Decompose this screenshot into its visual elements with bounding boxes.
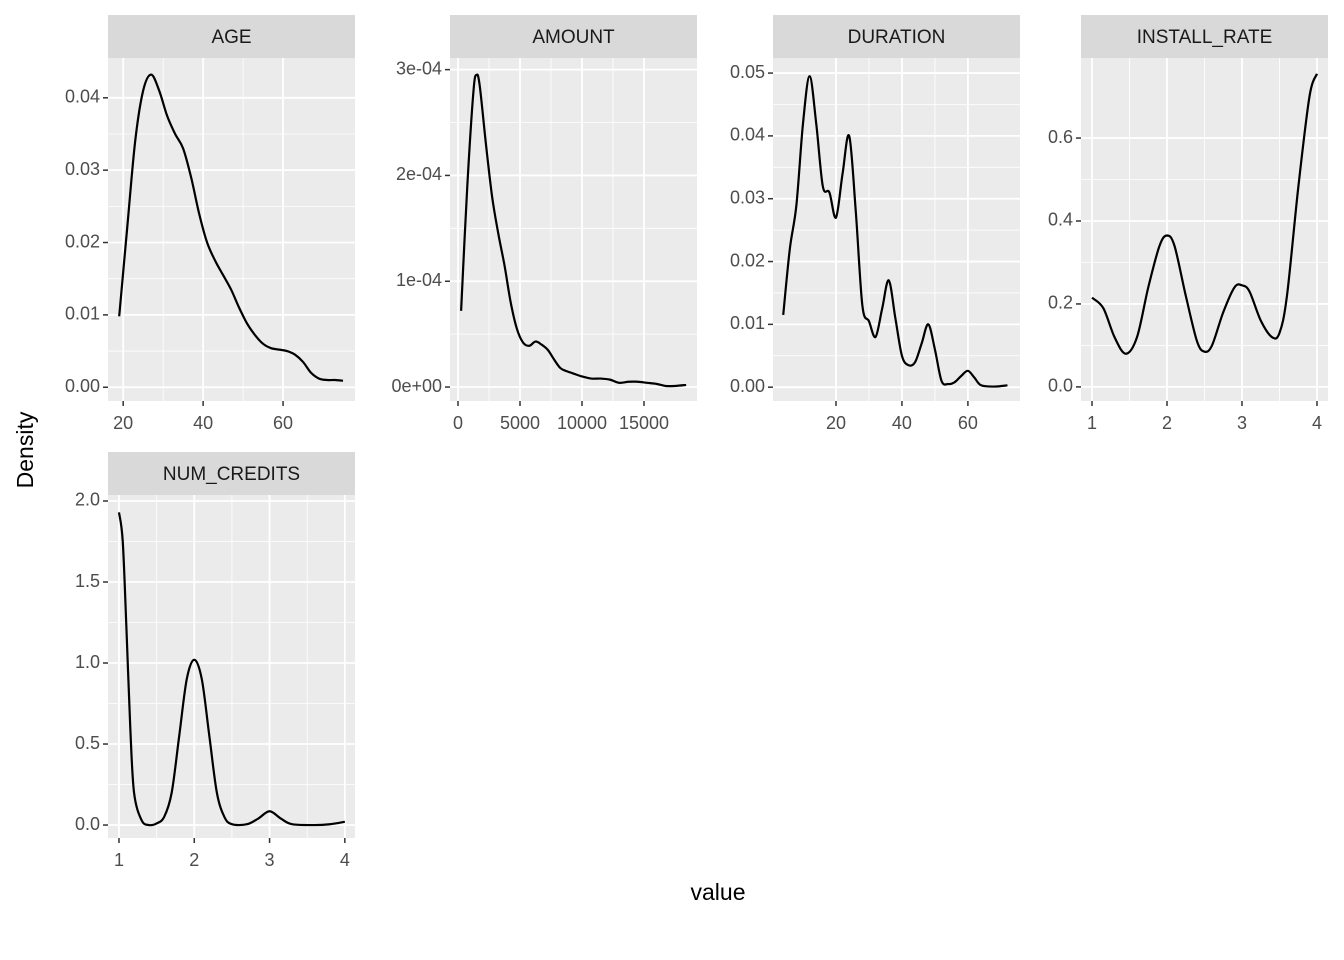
- panel-background: [773, 58, 1020, 401]
- y-tick-label: 1.0: [75, 652, 100, 672]
- y-tick-label: 0.01: [730, 313, 765, 333]
- facet-label: NUM_CREDITS: [163, 464, 300, 485]
- panel-background: [108, 495, 355, 838]
- y-tick-label: 0.05: [730, 62, 765, 82]
- y-tick-label: 0.0: [75, 814, 100, 834]
- x-tick-label: 0: [453, 413, 463, 433]
- y-tick-label: 0.02: [65, 231, 100, 251]
- y-tick-label: 1.5: [75, 571, 100, 591]
- y-tick-label: 2.0: [75, 490, 100, 510]
- y-tick-label: 0.4: [1048, 210, 1073, 230]
- y-tick-label: 1e-04: [396, 270, 442, 290]
- y-tick-label: 3e-04: [396, 58, 442, 78]
- y-tick-label: 0.2: [1048, 293, 1073, 313]
- y-tick-label: 0.00: [65, 376, 100, 396]
- y-tick-label: 0.04: [65, 87, 100, 107]
- x-tick-label: 3: [265, 850, 275, 870]
- facet-label: INSTALL_RATE: [1137, 27, 1273, 48]
- density-line: [117, 512, 346, 827]
- density-line: [459, 73, 687, 388]
- x-tick-label: 20: [826, 413, 846, 433]
- x-tick-label: 20: [113, 413, 133, 433]
- x-tick-label: 2: [1162, 413, 1172, 433]
- facet-strip: [773, 15, 1020, 58]
- y-tick-label: 0.04: [730, 125, 765, 145]
- panel-background: [450, 58, 697, 401]
- y-tick-label: 0.01: [65, 304, 100, 324]
- y-tick-label: 0.6: [1048, 127, 1073, 147]
- y-tick-label: 0.5: [75, 733, 100, 753]
- x-tick-label: 1: [114, 850, 124, 870]
- facet-strip: [450, 15, 697, 58]
- facet-label: AMOUNT: [532, 27, 615, 48]
- y-tick-label: 0.00: [730, 376, 765, 396]
- y-tick-label: 0e+00: [391, 376, 442, 396]
- x-tick-label: 5000: [500, 413, 540, 433]
- x-tick-label: 3: [1237, 413, 1247, 433]
- facet-label: AGE: [211, 27, 251, 48]
- facet-label: DURATION: [848, 27, 946, 48]
- x-tick-label: 4: [340, 850, 350, 870]
- x-tick-label: 15000: [619, 413, 669, 433]
- y-tick-label: 0.0: [1048, 376, 1073, 396]
- x-tick-label: 1: [1087, 413, 1097, 433]
- x-axis-title: value: [691, 879, 746, 905]
- density-line: [1091, 73, 1319, 355]
- x-tick-label: 60: [958, 413, 978, 433]
- x-tick-label: 4: [1312, 413, 1322, 433]
- y-axis-title: Density: [12, 411, 38, 488]
- panel-background: [108, 58, 355, 401]
- facet-strip: [108, 15, 355, 58]
- facet-strip: [108, 452, 355, 495]
- y-tick-label: 0.02: [730, 250, 765, 270]
- x-tick-label: 40: [193, 413, 213, 433]
- x-tick-label: 2: [189, 850, 199, 870]
- x-tick-label: 40: [892, 413, 912, 433]
- y-tick-label: 0.03: [65, 159, 100, 179]
- x-tick-label: 10000: [557, 413, 607, 433]
- density-line: [782, 75, 1008, 388]
- facet-strip: [1081, 15, 1328, 58]
- density-line: [118, 73, 344, 382]
- y-tick-label: 0.03: [730, 187, 765, 207]
- x-tick-label: 60: [273, 413, 293, 433]
- y-tick-label: 2e-04: [396, 164, 442, 184]
